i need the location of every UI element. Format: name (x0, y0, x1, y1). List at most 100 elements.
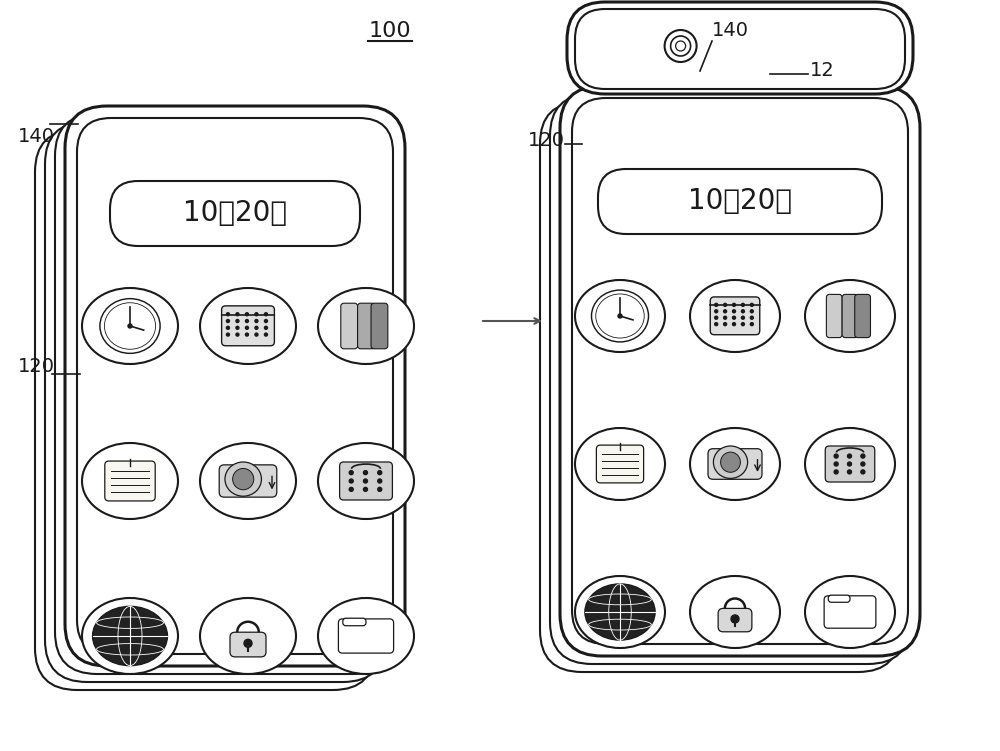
Circle shape (724, 316, 727, 319)
Circle shape (264, 333, 267, 336)
Circle shape (349, 479, 353, 483)
Circle shape (236, 333, 239, 336)
Ellipse shape (690, 280, 780, 352)
Text: 100: 100 (369, 21, 411, 41)
Circle shape (665, 30, 697, 62)
Circle shape (618, 314, 622, 318)
FancyBboxPatch shape (540, 102, 900, 672)
Ellipse shape (82, 598, 178, 674)
Ellipse shape (104, 303, 156, 349)
FancyBboxPatch shape (105, 461, 155, 501)
Circle shape (363, 487, 367, 491)
Circle shape (741, 323, 744, 326)
Text: 10月20日: 10月20日 (688, 188, 792, 216)
Ellipse shape (318, 443, 414, 519)
Circle shape (255, 312, 258, 315)
FancyBboxPatch shape (855, 294, 870, 338)
Circle shape (733, 309, 736, 312)
Ellipse shape (713, 446, 748, 478)
FancyBboxPatch shape (596, 445, 644, 483)
Circle shape (724, 309, 727, 312)
FancyBboxPatch shape (55, 114, 395, 674)
Ellipse shape (721, 452, 740, 472)
Circle shape (226, 319, 229, 322)
Circle shape (848, 462, 852, 466)
Ellipse shape (318, 598, 414, 674)
Ellipse shape (805, 280, 895, 352)
Ellipse shape (93, 606, 167, 665)
FancyBboxPatch shape (718, 608, 752, 632)
Circle shape (255, 333, 258, 336)
FancyBboxPatch shape (222, 306, 274, 345)
Circle shape (671, 36, 691, 56)
Ellipse shape (225, 462, 261, 496)
FancyBboxPatch shape (35, 130, 375, 690)
Circle shape (245, 326, 248, 329)
Circle shape (741, 309, 744, 312)
Circle shape (378, 487, 382, 491)
Ellipse shape (805, 576, 895, 648)
Circle shape (733, 303, 736, 306)
FancyBboxPatch shape (842, 294, 858, 338)
Circle shape (731, 615, 739, 623)
Text: 120: 120 (528, 131, 565, 150)
FancyBboxPatch shape (598, 169, 882, 234)
FancyBboxPatch shape (550, 94, 910, 664)
Circle shape (834, 470, 838, 474)
FancyBboxPatch shape (710, 297, 760, 335)
Circle shape (750, 323, 753, 326)
Circle shape (349, 487, 353, 491)
Text: 120: 120 (18, 357, 55, 376)
Circle shape (378, 471, 382, 475)
FancyBboxPatch shape (338, 619, 394, 653)
Ellipse shape (585, 584, 655, 640)
FancyBboxPatch shape (567, 2, 913, 94)
Ellipse shape (200, 443, 296, 519)
Circle shape (226, 333, 229, 336)
FancyBboxPatch shape (45, 122, 385, 682)
Circle shape (264, 326, 267, 329)
Ellipse shape (596, 294, 644, 338)
Ellipse shape (318, 288, 414, 364)
FancyBboxPatch shape (343, 618, 366, 626)
Circle shape (226, 326, 229, 329)
FancyBboxPatch shape (341, 303, 358, 348)
Text: 10月20日: 10月20日 (183, 200, 287, 228)
Circle shape (363, 479, 367, 483)
Circle shape (128, 324, 132, 328)
Ellipse shape (82, 288, 178, 364)
Circle shape (724, 323, 727, 326)
Text: 140: 140 (18, 126, 55, 146)
Circle shape (264, 312, 267, 315)
Circle shape (245, 319, 248, 322)
Circle shape (861, 454, 865, 458)
Text: 12: 12 (810, 62, 835, 80)
FancyBboxPatch shape (230, 632, 266, 657)
FancyBboxPatch shape (825, 446, 875, 482)
FancyBboxPatch shape (65, 106, 405, 666)
FancyBboxPatch shape (560, 86, 920, 656)
Circle shape (861, 470, 865, 474)
Circle shape (834, 462, 838, 466)
Ellipse shape (233, 469, 254, 490)
FancyBboxPatch shape (358, 303, 374, 348)
FancyBboxPatch shape (371, 303, 388, 348)
Ellipse shape (591, 290, 649, 342)
Circle shape (255, 326, 258, 329)
Circle shape (245, 333, 248, 336)
FancyBboxPatch shape (575, 9, 905, 89)
Ellipse shape (575, 576, 665, 648)
Ellipse shape (100, 299, 160, 354)
Circle shape (715, 323, 718, 326)
Circle shape (378, 479, 382, 483)
Ellipse shape (575, 428, 665, 500)
Circle shape (741, 303, 744, 306)
Circle shape (848, 454, 852, 458)
Ellipse shape (200, 288, 296, 364)
Ellipse shape (805, 428, 895, 500)
Circle shape (848, 470, 852, 474)
Circle shape (715, 309, 718, 312)
Circle shape (733, 316, 736, 319)
FancyBboxPatch shape (828, 595, 850, 602)
FancyBboxPatch shape (824, 596, 876, 628)
